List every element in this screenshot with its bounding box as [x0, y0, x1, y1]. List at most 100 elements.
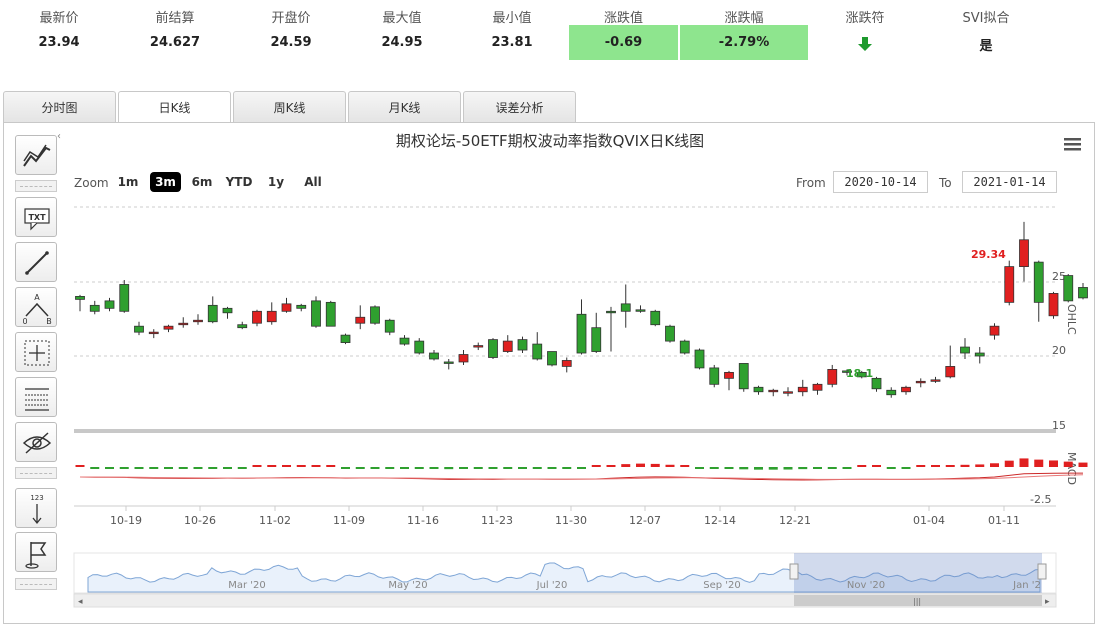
- text-annotation-button[interactable]: TXT: [15, 197, 57, 237]
- candle-body[interactable]: [1063, 275, 1074, 302]
- candle-body[interactable]: [340, 334, 351, 343]
- to-date-input[interactable]: 2021-01-14: [962, 171, 1057, 193]
- candle-body[interactable]: [517, 339, 528, 351]
- candle-body[interactable]: [104, 300, 115, 309]
- flag-button[interactable]: [15, 532, 57, 572]
- candle-body[interactable]: [119, 284, 130, 312]
- candle-body[interactable]: [75, 295, 85, 300]
- candle-body[interactable]: [930, 379, 941, 382]
- candle-body[interactable]: [414, 340, 425, 354]
- collapse-toolbar-icon[interactable]: ‹: [57, 131, 61, 142]
- candle-body[interactable]: [355, 316, 366, 324]
- tab-intraday[interactable]: 分时图: [3, 91, 116, 123]
- tab-monthly-k[interactable]: 月K线: [348, 91, 461, 123]
- candle-body[interactable]: [738, 363, 749, 390]
- candle-body[interactable]: [915, 380, 926, 384]
- candle-body[interactable]: [488, 339, 498, 358]
- candle-body[interactable]: [871, 377, 882, 390]
- zoom-1m-button[interactable]: 1m: [117, 175, 139, 189]
- candle-body[interactable]: [650, 310, 661, 326]
- candle-body[interactable]: [311, 300, 321, 327]
- zoom-ytd-button[interactable]: YTD: [225, 175, 253, 189]
- tab-daily-k[interactable]: 日K线: [118, 91, 231, 124]
- candle-body[interactable]: [591, 327, 602, 352]
- zoom-3m-button[interactable]: 3m: [150, 172, 181, 192]
- candle-body[interactable]: [561, 360, 572, 367]
- candle-body[interactable]: [429, 352, 439, 360]
- candle-body[interactable]: [606, 310, 616, 314]
- line-tool-button[interactable]: [15, 242, 57, 282]
- candle-body[interactable]: [974, 352, 985, 357]
- candle-body[interactable]: [827, 369, 838, 385]
- candle-body[interactable]: [207, 304, 218, 323]
- candle-body[interactable]: [502, 340, 513, 352]
- candle-body[interactable]: [252, 310, 262, 324]
- candle-body[interactable]: [1078, 287, 1088, 299]
- candle-body[interactable]: [532, 343, 543, 360]
- navigator-left-handle[interactable]: [789, 563, 799, 580]
- candle-body[interactable]: [709, 367, 720, 385]
- candle-body[interactable]: [576, 313, 587, 354]
- navigator-right-handle[interactable]: [1037, 563, 1047, 580]
- candle-body[interactable]: [1048, 293, 1059, 317]
- candle-body[interactable]: [842, 370, 852, 373]
- navigator-selection[interactable]: [794, 553, 1042, 593]
- candle-body[interactable]: [237, 324, 248, 329]
- vertical-counter-button[interactable]: 123: [15, 488, 57, 528]
- fibonacci-button[interactable]: [15, 377, 57, 417]
- indicator-tool-button[interactable]: [15, 135, 57, 175]
- candle-body[interactable]: [222, 307, 233, 314]
- candle-body[interactable]: [399, 337, 410, 345]
- candle-body[interactable]: [370, 306, 380, 324]
- candle-body[interactable]: [620, 303, 631, 312]
- candle-body[interactable]: [134, 325, 144, 333]
- from-date-input[interactable]: 2020-10-14: [833, 171, 928, 193]
- candle-body[interactable]: [178, 322, 189, 326]
- candle-body[interactable]: [945, 366, 956, 378]
- abc-pattern-button[interactable]: A 0 B: [15, 287, 57, 327]
- hide-drawings-button[interactable]: [15, 422, 57, 462]
- candle-body[interactable]: [989, 325, 1000, 336]
- candle-body[interactable]: [812, 383, 823, 391]
- candle-body[interactable]: [901, 386, 911, 393]
- candle-body[interactable]: [960, 346, 970, 354]
- candle-body[interactable]: [473, 345, 484, 348]
- candle-body[interactable]: [724, 371, 734, 379]
- candle-body[interactable]: [694, 349, 705, 369]
- candle-body[interactable]: [665, 325, 675, 342]
- candle-body[interactable]: [1004, 266, 1015, 303]
- candle-body[interactable]: [797, 386, 808, 393]
- zoom-6m-button[interactable]: 6m: [191, 175, 213, 189]
- candle-body[interactable]: [547, 351, 557, 366]
- candle-body[interactable]: [266, 310, 277, 323]
- candle-body[interactable]: [148, 331, 159, 335]
- scroll-left-icon[interactable]: ◂: [78, 597, 83, 607]
- candle-body[interactable]: [886, 389, 897, 396]
- candle-body[interactable]: [1019, 239, 1029, 267]
- candle-body[interactable]: [296, 304, 307, 309]
- candle-body[interactable]: [753, 386, 764, 393]
- tab-weekly-k[interactable]: 周K线: [233, 91, 346, 123]
- candle-body[interactable]: [443, 361, 454, 364]
- zoom-1y-button[interactable]: 1y: [267, 175, 285, 189]
- crosshair-button[interactable]: [15, 332, 57, 372]
- candle-body[interactable]: [384, 319, 395, 333]
- candle-body[interactable]: [458, 354, 469, 363]
- zoom-all-button[interactable]: All: [304, 175, 322, 189]
- scroll-right-icon[interactable]: ▸: [1045, 597, 1050, 607]
- candle-body[interactable]: [281, 303, 292, 312]
- candle-body[interactable]: [89, 304, 100, 312]
- candle-body[interactable]: [856, 371, 867, 378]
- candle-body[interactable]: [768, 389, 779, 393]
- candle-body[interactable]: [1033, 261, 1044, 303]
- candle-body[interactable]: [193, 319, 203, 323]
- scrollbar-thumb[interactable]: [794, 595, 1042, 606]
- candle-body[interactable]: [635, 309, 646, 312]
- tab-error-analysis[interactable]: 误差分析: [463, 91, 576, 123]
- candle-body[interactable]: [325, 301, 336, 327]
- candle-body[interactable]: [783, 391, 793, 394]
- hamburger-menu-icon[interactable]: [1064, 136, 1082, 152]
- candle-body[interactable]: [679, 340, 690, 354]
- candle-body[interactable]: [163, 325, 174, 330]
